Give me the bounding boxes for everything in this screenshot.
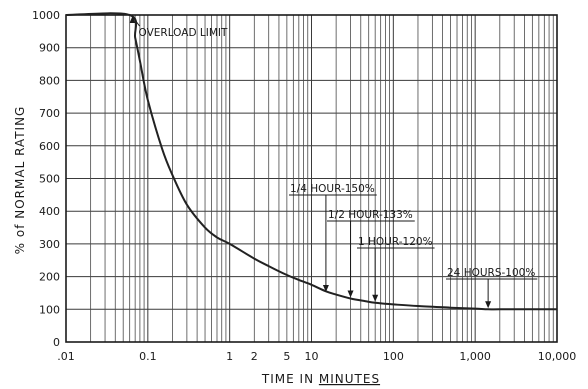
y-tick-label: 0 — [53, 336, 60, 349]
annotation-overload-limit: OVERLOAD LIMIT — [139, 27, 228, 39]
annotation-label: 1/4 HOUR-150% — [290, 183, 375, 195]
x-tick-label: 1 — [226, 350, 233, 363]
plot-frame — [65, 14, 558, 343]
x-tick-label: 100 — [383, 350, 404, 363]
y-tick-label: 400 — [39, 205, 60, 218]
y-tick-label: 1000 — [32, 9, 60, 22]
annotation-leader — [133, 17, 140, 27]
x-tick-label: 2 — [251, 350, 258, 363]
y-tick-label: 700 — [39, 107, 60, 120]
annotation-arrowhead — [129, 16, 136, 23]
annotation-arrowhead — [347, 290, 354, 298]
y-tick-label: 200 — [39, 271, 60, 284]
x-tick-label: 10,000 — [538, 350, 577, 363]
annotation-arrowhead — [485, 301, 492, 309]
annotation-label: 1 HOUR-120% — [358, 236, 433, 248]
x-tick-label: 1,000 — [459, 350, 491, 363]
y-tick-label: 100 — [39, 303, 60, 316]
rating-curve — [65, 12, 557, 311]
x-tick-label: 0.1 — [139, 350, 157, 363]
x-tick-label: 5 — [283, 350, 290, 363]
x-axis-label-unit: MINUTES — [319, 372, 380, 386]
annotation-arrowhead — [372, 294, 379, 302]
y-axis-label: % of NORMAL RATING — [13, 106, 27, 255]
x-axis-label-prefix: TIME IN — [261, 372, 319, 386]
x-tick-labels: .01 0.1 1 2 5 10 100 1,000 10,000 — [57, 350, 576, 363]
y-tick-label: 900 — [39, 42, 60, 55]
y-tick-labels: 0 100 200 300 400 500 600 700 800 900 1000 — [32, 9, 60, 349]
x-tick-label: .01 — [57, 350, 75, 363]
y-tick-label: 600 — [39, 140, 60, 153]
annotation-label: 1/2 HOUR-133% — [328, 209, 413, 221]
annotation-label: 24 HOURS-100% — [447, 267, 535, 279]
annotations: OVERLOAD LIMIT 1/4 HOUR-150% 1/2 HOUR-133%… — [129, 16, 538, 309]
y-tick-label: 500 — [39, 173, 60, 186]
x-tick-label: 10 — [305, 350, 319, 363]
annotation-arrowhead — [322, 284, 329, 292]
y-tick-label: 800 — [39, 74, 60, 87]
y-tick-label: 300 — [39, 238, 60, 251]
x-axis-label: TIME IN MINUTES — [261, 372, 380, 386]
